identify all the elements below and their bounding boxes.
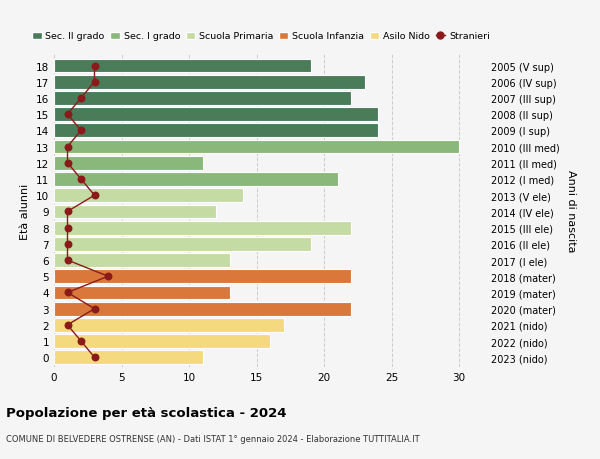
Point bbox=[76, 176, 86, 183]
Point bbox=[103, 273, 113, 280]
Point bbox=[63, 144, 72, 151]
Point bbox=[63, 257, 72, 264]
Bar bbox=[54, 270, 351, 284]
Point bbox=[63, 208, 72, 216]
Point bbox=[76, 128, 86, 135]
Point bbox=[90, 305, 100, 313]
Bar bbox=[54, 157, 203, 170]
Bar bbox=[54, 351, 203, 364]
Bar bbox=[54, 108, 378, 122]
Y-axis label: Anni di nascita: Anni di nascita bbox=[566, 170, 576, 252]
Bar bbox=[54, 124, 378, 138]
Point bbox=[90, 192, 100, 200]
Point bbox=[90, 63, 100, 70]
Bar bbox=[54, 335, 270, 348]
Point bbox=[63, 321, 72, 329]
Text: COMUNE DI BELVEDERE OSTRENSE (AN) - Dati ISTAT 1° gennaio 2024 - Elaborazione TU: COMUNE DI BELVEDERE OSTRENSE (AN) - Dati… bbox=[6, 434, 419, 443]
Bar bbox=[54, 205, 216, 219]
Bar bbox=[54, 140, 459, 154]
Point bbox=[63, 289, 72, 297]
Bar bbox=[54, 302, 351, 316]
Bar bbox=[54, 286, 230, 300]
Bar bbox=[54, 173, 338, 186]
Point bbox=[90, 79, 100, 86]
Point bbox=[76, 95, 86, 102]
Y-axis label: Età alunni: Età alunni bbox=[20, 183, 31, 239]
Point bbox=[90, 354, 100, 361]
Bar bbox=[54, 237, 311, 251]
Bar bbox=[54, 318, 284, 332]
Text: Popolazione per età scolastica - 2024: Popolazione per età scolastica - 2024 bbox=[6, 406, 287, 419]
Bar bbox=[54, 76, 365, 90]
Bar bbox=[54, 189, 243, 203]
Legend: Sec. II grado, Sec. I grado, Scuola Primaria, Scuola Infanzia, Asilo Nido, Stran: Sec. II grado, Sec. I grado, Scuola Prim… bbox=[28, 28, 493, 45]
Bar bbox=[54, 221, 351, 235]
Point bbox=[63, 111, 72, 118]
Point bbox=[76, 338, 86, 345]
Bar bbox=[54, 92, 351, 106]
Point bbox=[63, 241, 72, 248]
Bar bbox=[54, 253, 230, 267]
Point bbox=[63, 160, 72, 167]
Bar bbox=[54, 60, 311, 73]
Point bbox=[63, 224, 72, 232]
